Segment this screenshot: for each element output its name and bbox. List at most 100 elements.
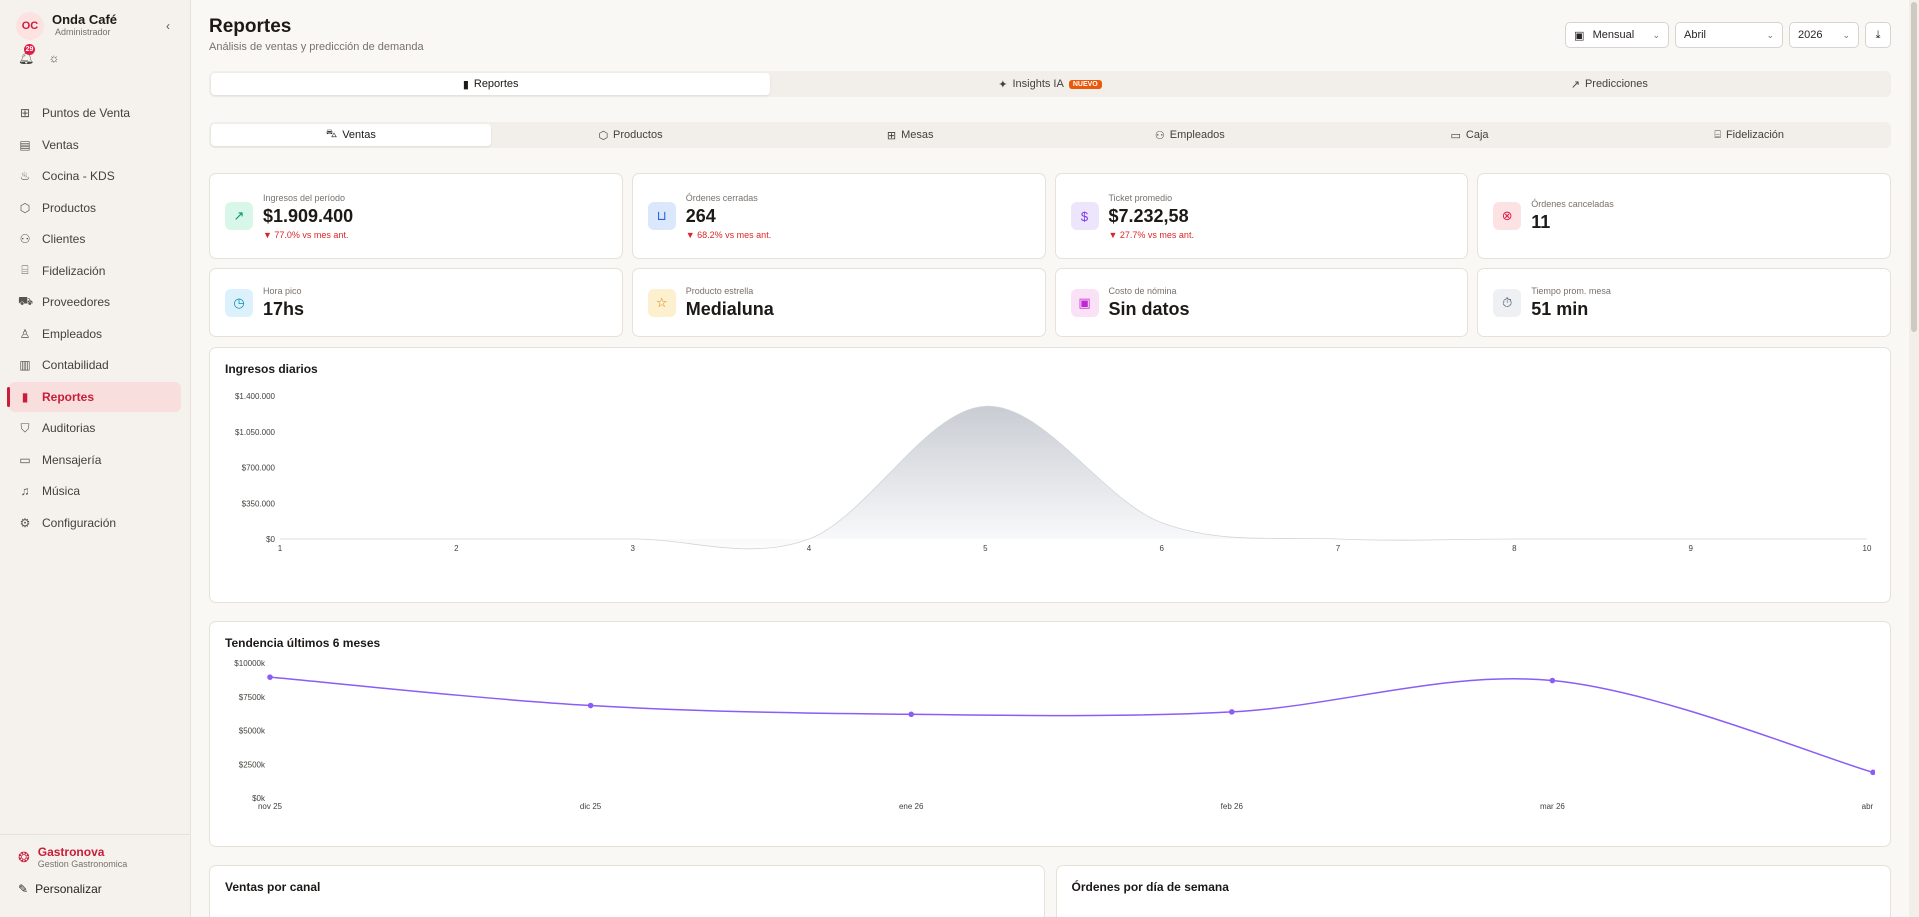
gastronova-logo-icon: ❂: [18, 848, 30, 865]
subtab-label: Productos: [613, 129, 663, 141]
period-select[interactable]: ▣ Mensual ⌄: [1565, 22, 1669, 48]
subtab-fidelizacion[interactable]: ⌸ Fidelización: [1609, 124, 1889, 146]
sidebar-item-puntos-de-venta[interactable]: ⊞ Puntos de Venta: [9, 98, 181, 128]
x-tick-label: 7: [1336, 544, 1341, 553]
kpi-body: Tiempo prom. mesa 51 min: [1531, 286, 1611, 320]
panel-title: Ventas por canal: [225, 880, 321, 894]
tab-insights-ia[interactable]: ✦ Insights IA NUEVO: [770, 73, 1329, 95]
collapse-sidebar-icon[interactable]: ‹: [166, 19, 170, 33]
data-point: [908, 711, 914, 718]
x-tick-label: 1: [278, 544, 283, 553]
sidebar-item-fidelizacion[interactable]: ⌸ Fidelización: [9, 256, 181, 286]
kpi-card: ⏱ Tiempo prom. mesa 51 min: [1477, 268, 1891, 337]
tab-reportes[interactable]: ▮ Reportes: [211, 73, 771, 95]
bell-icon[interactable]: 🔔︎ 29: [18, 44, 35, 65]
sparkles-icon: ✦: [998, 78, 1008, 91]
x-tick-label: ene 26: [899, 802, 924, 811]
sidebar-item-label: Puntos de Venta: [42, 106, 131, 120]
x-tick-label: 3: [630, 544, 635, 553]
timer-icon: ⏱: [1493, 288, 1522, 317]
bar-chart-icon: ▮: [21, 389, 29, 404]
kpi-delta: ▼ 77.0% vs mes ant.: [263, 229, 349, 240]
scrollbar-thumb[interactable]: [1911, 2, 1917, 332]
new-badge: NUEVO: [1068, 79, 1102, 89]
subtab-label: Ventas: [342, 129, 376, 141]
brand-header: OC Onda Café Administrador: [0, 0, 190, 40]
tab-label: Reportes: [473, 78, 519, 90]
trending-up-icon: ↗: [1570, 78, 1580, 91]
month-select[interactable]: Abril ⌄: [1675, 22, 1783, 48]
kpi-label: Costo de nómina: [1108, 285, 1177, 296]
sidebar-item-reportes[interactable]: ▮ Reportes: [7, 381, 181, 412]
gift-icon: ⌸: [1714, 128, 1721, 141]
trend-line: [269, 676, 1874, 774]
grid-icon: ⊞: [19, 106, 31, 120]
brand-avatar: OC: [16, 11, 44, 40]
gift-icon: ⌸: [21, 263, 29, 277]
subtab-caja[interactable]: ▭ Caja: [1330, 124, 1610, 146]
footer-brand-sub: Gestion Gastronomica: [37, 859, 128, 869]
sidebar-item-label: Cocina - KDS: [42, 169, 115, 183]
download-button[interactable]: ⤓: [1865, 22, 1891, 48]
report-subtabs: ⛍ Ventas ⬡ Productos ⊞ Mesas ⚇ Empleados ▭ Caja ⌸ F…: [209, 122, 1891, 148]
sidebar-item-cocina-kds[interactable]: ♨ Cocina - KDS: [9, 161, 181, 191]
sidebar-item-mensajeria[interactable]: ▭ Mensajería: [9, 445, 181, 475]
sidebar-item-configuracion[interactable]: ⚙ Configuración: [9, 508, 181, 538]
kpi-cards: ↗ Ingresos del período $1.909.400 ▼ 77.0% v…: [209, 173, 1891, 337]
cart-icon: ⛍: [325, 128, 338, 140]
sidebar-footer: ❂ Gastronova Gestion Gastronomica ✎ Pers…: [0, 834, 190, 917]
y-tick-label: $1.400.000: [235, 392, 276, 401]
sidebar-item-clientes[interactable]: ⚇ Clientes: [9, 224, 181, 254]
kpi-value: $1.909.400: [263, 205, 354, 226]
sidebar-item-productos[interactable]: ⬡ Productos: [9, 193, 181, 223]
sidebar-item-empleados[interactable]: ♙ Empleados: [9, 319, 181, 349]
sidebar-item-musica[interactable]: ♫ Música: [9, 476, 181, 506]
subtab-empleados[interactable]: ⚇ Empleados: [1050, 124, 1330, 146]
y-tick-label: $0k: [252, 794, 266, 803]
kpi-card: ⊔ Órdenes cerradas 264 ▼ 68.2% vs mes ant.: [631, 173, 1046, 259]
kpi-card: ▣ Costo de nómina Sin datos: [1054, 268, 1469, 337]
sun-icon[interactable]: ☼: [48, 51, 60, 65]
chevron-down-icon: ⌄: [1766, 29, 1774, 40]
period-value: Mensual: [1592, 29, 1635, 41]
subtab-mesas[interactable]: ⊞ Mesas: [770, 124, 1050, 146]
user-icon: ♙: [19, 326, 31, 341]
subtab-productos[interactable]: ⬡ Productos: [491, 124, 771, 146]
sidebar-item-proveedores[interactable]: ⛟ Proveedores: [9, 287, 181, 317]
x-tick-label: abr 26: [1862, 802, 1875, 811]
kpi-value: Medialuna: [685, 298, 774, 319]
sidebar-item-ventas[interactable]: ▤ Ventas: [9, 130, 181, 160]
x-tick-label: 10: [1863, 544, 1872, 553]
scrollbar[interactable]: [1909, 0, 1919, 917]
kpi-body: Ingresos del período $1.909.400 ▼ 77.0% vs…: [263, 193, 353, 240]
page-subtitle: Análisis de ventas y predicción de deman…: [209, 41, 424, 53]
sidebar-item-label: Mensajería: [42, 452, 102, 467]
year-select[interactable]: 2026 ⌄: [1789, 22, 1859, 48]
subtab-ventas[interactable]: ⛍ Ventas: [211, 124, 491, 146]
x-tick-label: 6: [1159, 544, 1164, 553]
users-icon: ⚇: [19, 232, 31, 246]
sidebar: OC Onda Café Administrador ‹ 🔔︎ 29 ☼ ⊞ Pun…: [0, 0, 191, 917]
chart-title: Ingresos diarios: [225, 362, 318, 376]
y-tick-label: $10000k: [234, 659, 266, 668]
package-icon: ⬡: [19, 200, 31, 215]
sidebar-item-contabilidad[interactable]: ▥ Contabilidad: [9, 350, 181, 380]
kpi-value: 17hs: [263, 298, 305, 319]
main-tabs: ▮ Reportes ✦ Insights IA NUEVO ↗ Predicciones: [209, 71, 1891, 97]
personalize-button[interactable]: ✎ Personalizar: [18, 882, 172, 896]
chart-title: Tendencia últimos 6 meses: [225, 636, 381, 650]
kpi-card: $ Ticket promedio $7.232,58 ▼ 27.7% vs mes …: [1054, 173, 1469, 259]
tab-predicciones[interactable]: ↗ Predicciones: [1330, 73, 1889, 95]
message-icon: ▭: [19, 452, 31, 467]
tab-label: Insights IA: [1012, 78, 1064, 90]
x-circle-icon: ⊗: [1493, 202, 1522, 230]
users-icon: ⚇: [1154, 129, 1165, 142]
subtab-label: Caja: [1465, 129, 1489, 141]
truck-icon: ⛟: [18, 294, 34, 308]
sidebar-item-auditorias[interactable]: ⛉ Auditorias: [9, 413, 181, 443]
sidebar-nav: ⊞ Puntos de Venta ▤ Ventas ♨ Cocina - KDS ⬡ Pro…: [0, 98, 190, 538]
sidebar-item-label: Clientes: [42, 232, 86, 246]
kpi-body: Producto estrella Medialuna: [686, 286, 774, 320]
sales-by-channel-panel: Ventas por canal: [209, 865, 1045, 917]
gear-icon: ⚙: [19, 515, 31, 530]
